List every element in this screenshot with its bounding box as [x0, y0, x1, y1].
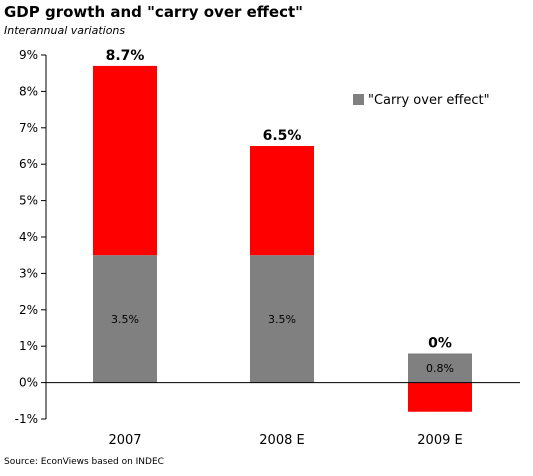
y-tick-label: -1% — [15, 412, 38, 426]
x-category-label: 2008 E — [259, 433, 304, 448]
y-tick-label: 2% — [19, 303, 38, 317]
y-tick-label: 5% — [19, 194, 38, 208]
chart-title: GDP growth and "carry over effect" — [4, 3, 303, 21]
y-tick-label: 9% — [19, 48, 38, 62]
total-label: 0% — [428, 335, 452, 351]
legend-swatch — [353, 94, 364, 105]
y-tick-label: 8% — [19, 84, 38, 98]
x-category-label: 2009 E — [417, 433, 462, 448]
y-tick-label: 1% — [19, 339, 38, 353]
growth-bar — [408, 382, 472, 412]
carry-over-label: 3.5% — [111, 313, 139, 326]
carry-over-bar — [250, 255, 314, 383]
carry-over-bar — [93, 255, 157, 383]
y-tick-label: 7% — [19, 121, 38, 135]
carry-over-label: 0.8% — [426, 362, 454, 375]
growth-bar — [93, 65, 157, 256]
y-tick-label: 4% — [19, 230, 38, 244]
chart-subtitle: Interannual variations — [4, 24, 126, 37]
chart-source: Source: EconViews based on INDEC — [4, 457, 164, 467]
y-tick-label: 3% — [19, 266, 38, 280]
x-category-label: 2007 — [108, 433, 141, 448]
y-tick-label: 6% — [19, 157, 38, 171]
plot-area: -1% 0% 1% 2% 3% 4% 5% 6% 7% 8% 9% 3.5% 8.7% 2007 3.5% 6… — [15, 48, 520, 448]
carry-over-label: 3.5% — [268, 313, 296, 326]
total-label: 8.7% — [106, 48, 145, 64]
y-tick-label: 0% — [19, 376, 38, 390]
growth-bar — [250, 146, 314, 256]
carry-over-bar — [408, 353, 472, 383]
legend-label: "Carry over effect" — [368, 93, 490, 108]
total-label: 6.5% — [263, 128, 302, 144]
